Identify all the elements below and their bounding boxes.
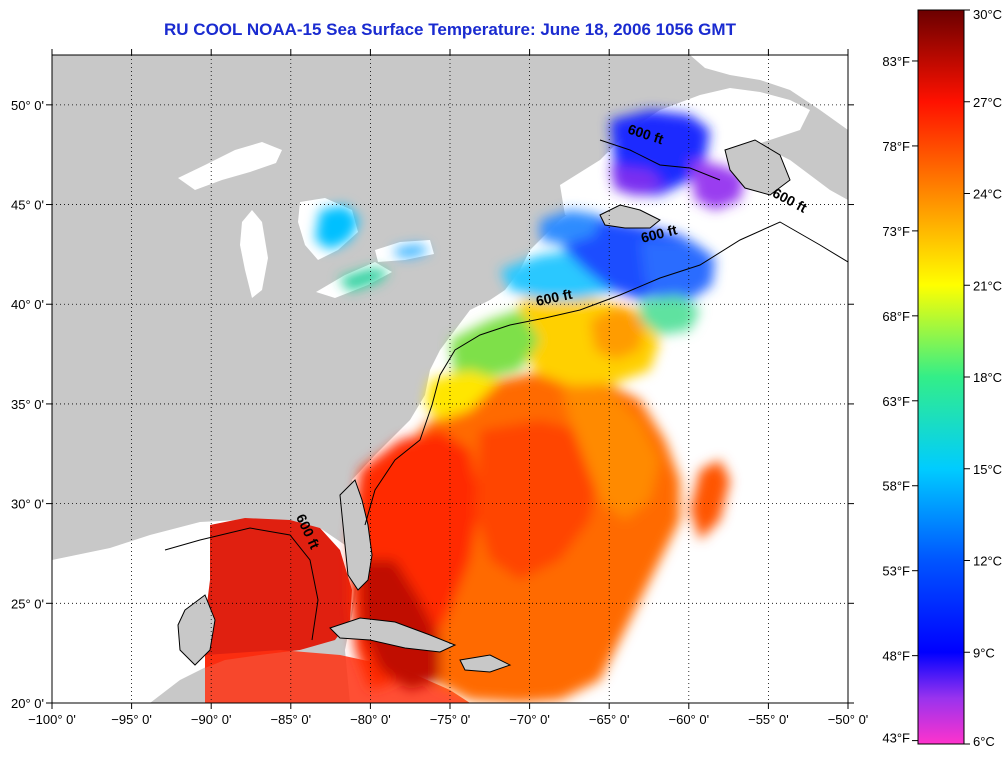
yucatan	[177, 594, 216, 666]
gulf-sst-south-strip	[205, 650, 470, 703]
lon-tick-label: −65° 0'	[589, 712, 630, 727]
lon-tick-label: −90° 0'	[191, 712, 232, 727]
map-title: RU COOL NOAA-15 Sea Surface Temperature:…	[164, 20, 736, 39]
fahrenheit-label: 68°F	[882, 309, 910, 324]
lat-tick-label: 20° 0'	[11, 696, 44, 711]
lon-tick-label: −85° 0'	[271, 712, 312, 727]
contour-st-lawrence	[599, 139, 721, 181]
contour-gulf	[164, 527, 319, 641]
fahrenheit-label: 83°F	[882, 54, 910, 69]
colorbar: 30°C 27°C 24°C 21°C 18°C 15°C 12°C 9°C 6°C 83°F 7…	[882, 7, 1002, 749]
lon-tick-label: −95° 0'	[111, 712, 152, 727]
land-overlay	[177, 139, 791, 673]
cuba	[329, 617, 457, 653]
celsius-label: 6°C	[973, 734, 995, 749]
lake-michigan	[240, 210, 268, 298]
colorbar-gradient	[917, 9, 965, 745]
fahrenheit-label: 48°F	[882, 649, 910, 664]
colorbar-celsius-labels: 30°C 27°C 24°C 21°C 18°C 15°C 12°C 9°C 6°C	[964, 7, 1002, 749]
lat-tick-label: 35° 0'	[11, 397, 44, 412]
celsius-label: 21°C	[973, 278, 1002, 293]
lon-tick-label: −55° 0'	[748, 712, 789, 727]
fahrenheit-label: 53°F	[882, 564, 910, 579]
fahrenheit-label: 73°F	[882, 224, 910, 239]
contour-atlantic	[364, 221, 848, 526]
celsius-label: 30°C	[973, 7, 1002, 22]
celsius-label: 9°C	[973, 645, 995, 660]
hispaniola	[459, 654, 512, 673]
celsius-label: 18°C	[973, 370, 1002, 385]
lon-tick-label: −60° 0'	[669, 712, 710, 727]
lon-tick-label: −70° 0'	[509, 712, 550, 727]
celsius-label: 24°C	[973, 187, 1002, 202]
lon-tick-label: −80° 0'	[350, 712, 391, 727]
lon-tick-label: −100° 0'	[28, 712, 76, 727]
bathymetry-600ft-contour	[164, 139, 848, 641]
nova-scotia	[599, 204, 661, 229]
colorbar-fahrenheit-labels: 83°F 78°F 73°F 68°F 63°F 58°F 53°F 48°F 43°F	[882, 54, 918, 746]
contour-label-600ft: 600 ft	[534, 286, 573, 309]
celsius-label: 15°C	[973, 462, 1002, 477]
gulf-sst-field	[205, 518, 352, 668]
celsius-label: 12°C	[973, 554, 1002, 569]
grid-lines	[52, 55, 848, 703]
celsius-label: 27°C	[973, 95, 1002, 110]
fahrenheit-label: 63°F	[882, 394, 910, 409]
lat-tick-label: 45° 0'	[11, 198, 44, 213]
newfoundland	[724, 139, 791, 196]
fahrenheit-label: 43°F	[882, 731, 910, 746]
lat-tick-label: 40° 0'	[11, 297, 44, 312]
lon-tick-label: −75° 0'	[430, 712, 471, 727]
lat-tick-label: 30° 0'	[11, 497, 44, 512]
lat-tick-label: 25° 0'	[11, 596, 44, 611]
longitude-axis: −100° 0' −95° 0' −90° 0' −85° 0' −80° 0' −75°…	[28, 49, 868, 727]
fahrenheit-label: 78°F	[882, 139, 910, 154]
lake-superior	[178, 142, 282, 190]
latitude-axis: 20° 0' 25° 0' 30° 0' 35° 0' 40° 0' 45° 0' 50° …	[11, 98, 854, 711]
fahrenheit-label: 58°F	[882, 479, 910, 494]
lon-tick-label: −50° 0'	[828, 712, 869, 727]
lat-tick-label: 50° 0'	[11, 98, 44, 113]
northern-water	[690, 55, 848, 130]
